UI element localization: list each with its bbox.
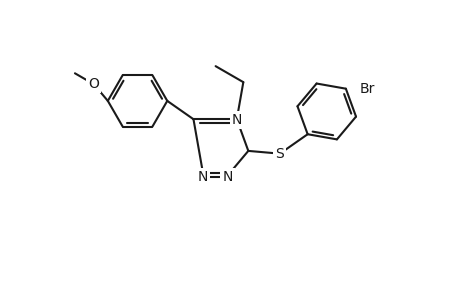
Text: N: N (222, 170, 232, 184)
Text: Br: Br (359, 82, 374, 96)
Text: S: S (275, 147, 284, 161)
Text: O: O (88, 77, 99, 91)
Text: N: N (231, 113, 241, 127)
Text: N: N (197, 170, 207, 184)
